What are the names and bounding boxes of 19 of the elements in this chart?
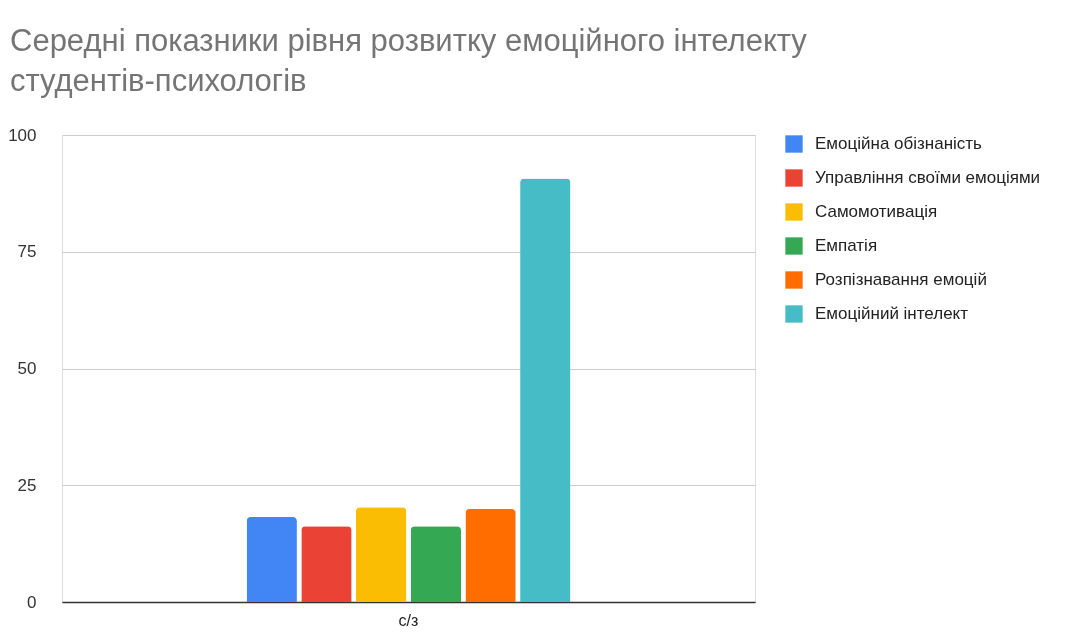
- bar: [410, 526, 462, 602]
- bar: [520, 178, 571, 602]
- legend-label: Емпатія: [815, 236, 878, 255]
- y-tick-label: 75: [17, 242, 37, 262]
- chart-title: Середні показники рівня розвитку емоційного інтелекту студентів-психологів: [10, 23, 808, 98]
- legend-label: Самомотивація: [815, 202, 938, 221]
- x-tick-label: с/з: [398, 611, 419, 629]
- bar: [465, 509, 516, 602]
- y-tick-label: 50: [17, 359, 37, 378]
- bar: [301, 526, 352, 602]
- legend-label: Емоційна обізнаність: [815, 134, 983, 153]
- legend-label: Розпізнавання емоцій: [815, 270, 987, 289]
- y-tick-label: 0: [27, 592, 37, 612]
- bar: [246, 517, 297, 602]
- y-tick-label: 25: [17, 475, 37, 495]
- legend-label: Емоційний інтелект: [815, 304, 969, 323]
- legend-label: Управління своїми емоціями: [815, 168, 1041, 187]
- bar: [355, 507, 407, 602]
- y-tick-label: 100: [8, 125, 37, 145]
